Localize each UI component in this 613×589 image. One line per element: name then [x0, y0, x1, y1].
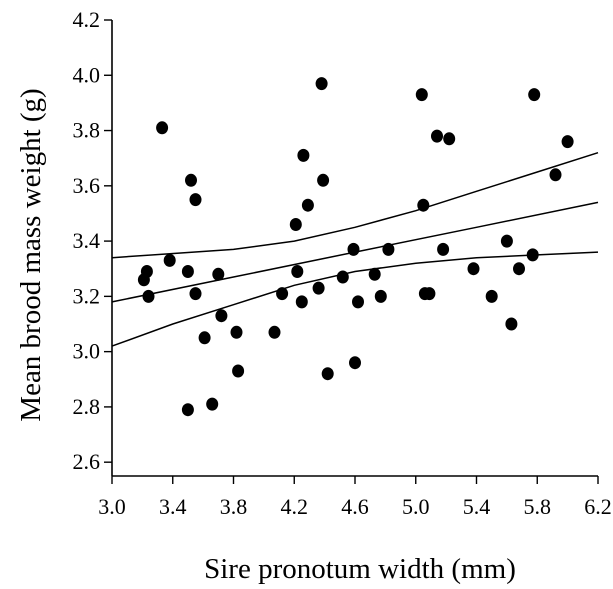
data-point — [513, 262, 525, 276]
data-point — [528, 88, 541, 102]
x-axis-title: Sire pronotum width (mm) — [204, 553, 516, 585]
data-point — [268, 325, 281, 339]
data-point — [181, 403, 194, 417]
y-tick-label: 2.8 — [73, 394, 101, 419]
y-tick-label: 3.6 — [73, 173, 101, 198]
data-point — [185, 173, 197, 187]
data-point — [437, 242, 450, 256]
x-axis-ticks: 3.0 3.4 3.8 4.2 4.6 5.0 5.4 5.8 6.2 — [98, 476, 612, 519]
data-points — [137, 77, 574, 417]
data-point — [156, 121, 169, 135]
data-point — [317, 173, 330, 187]
data-point — [315, 77, 328, 91]
data-point — [374, 289, 387, 303]
data-point — [349, 356, 361, 370]
data-point — [198, 331, 211, 345]
data-point — [291, 265, 304, 278]
y-axis-ticks: 2.6 2.8 3.0 3.2 3.4 3.6 3.8 4.0 4.2 — [73, 7, 112, 474]
data-point — [212, 267, 225, 281]
x-tick-label: 3.0 — [98, 494, 126, 519]
data-point — [295, 295, 308, 309]
data-point — [352, 295, 364, 309]
lower-ci-line — [111, 251, 599, 347]
data-point — [485, 289, 498, 303]
data-point — [505, 317, 518, 331]
data-point — [230, 325, 243, 339]
data-point — [181, 265, 194, 278]
data-point — [368, 267, 381, 281]
x-tick-label: 3.8 — [220, 494, 248, 519]
data-point — [417, 198, 430, 212]
x-tick-label: 4.2 — [281, 494, 309, 519]
data-point — [232, 364, 245, 378]
y-tick-label: 3.8 — [73, 118, 101, 143]
upper-ci-line — [111, 151, 599, 259]
data-point — [189, 193, 202, 207]
data-point — [549, 168, 562, 182]
data-point — [443, 132, 456, 146]
data-point — [142, 289, 155, 303]
data-point — [561, 135, 574, 149]
y-tick-label: 3.0 — [73, 339, 101, 364]
y-tick-label: 3.4 — [73, 228, 101, 253]
x-tick-label: 5.4 — [463, 494, 491, 519]
y-tick-label: 4.2 — [73, 7, 101, 32]
x-tick-label: 3.4 — [159, 494, 187, 519]
data-point — [467, 262, 480, 276]
data-point — [526, 248, 539, 262]
data-point — [297, 148, 310, 162]
data-point — [382, 242, 395, 256]
x-tick-label: 6.2 — [584, 494, 612, 519]
data-point — [163, 253, 176, 267]
data-point — [431, 129, 443, 143]
x-tick-label: 5.0 — [402, 494, 430, 519]
data-point — [206, 397, 219, 411]
data-point — [140, 265, 153, 278]
y-axis-title: Mean brood mass weight (g) — [15, 88, 47, 421]
data-point — [276, 287, 289, 301]
x-tick-label: 5.8 — [524, 494, 552, 519]
data-point — [215, 309, 228, 323]
data-point — [347, 242, 360, 256]
data-point — [415, 88, 428, 102]
data-point — [336, 270, 349, 284]
data-point — [312, 281, 325, 295]
data-point — [289, 218, 302, 231]
data-point — [189, 287, 202, 301]
data-point — [301, 198, 314, 212]
x-tick-label: 4.6 — [341, 494, 369, 519]
y-tick-label: 3.2 — [73, 283, 101, 308]
data-point — [500, 234, 513, 248]
data-point — [423, 287, 436, 301]
data-point — [321, 367, 334, 381]
y-tick-label: 4.0 — [73, 62, 101, 87]
y-tick-label: 2.6 — [73, 449, 101, 474]
